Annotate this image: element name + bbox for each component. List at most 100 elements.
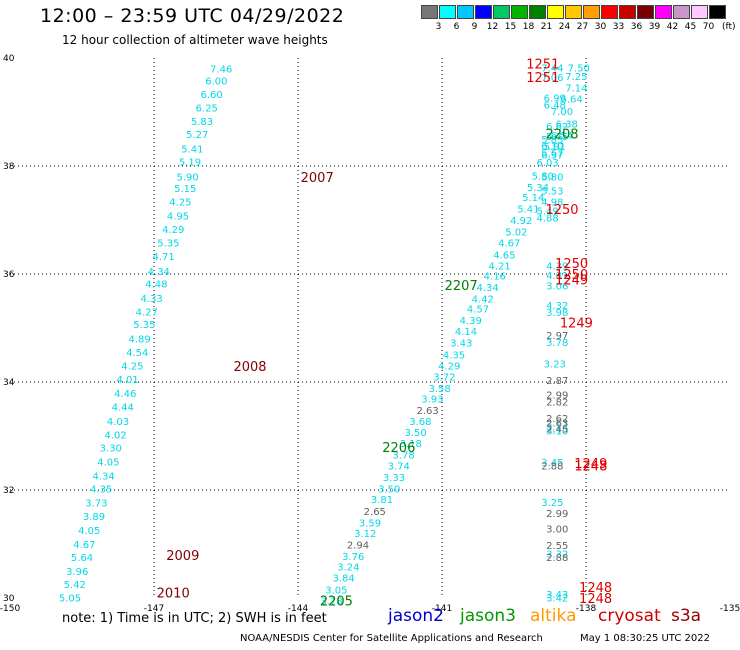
time-label: 2205 — [320, 595, 353, 610]
swh-point-label: 6.00 — [205, 77, 227, 88]
satellite-name: s3a — [671, 606, 702, 626]
swh-point-label: 5.75 — [546, 132, 568, 143]
page-title: 12:00 – 23:59 UTC 04/29/2022 — [40, 5, 345, 27]
swh-point-label: 3.10 — [546, 427, 568, 438]
swh-point-label: 6.25 — [196, 104, 218, 115]
swh-point-label: 5.42 — [64, 580, 86, 591]
legend-label: 6 — [453, 22, 460, 32]
swh-point-label: 4.67 — [498, 239, 520, 250]
x-tick-label: -147 — [144, 604, 164, 614]
swh-point-label: 4.35 — [443, 350, 465, 361]
swh-point-label: 3.00 — [546, 524, 568, 535]
legend-swatch — [439, 5, 456, 19]
swh-point-label: 7.46 — [210, 64, 232, 75]
swh-point-label: 4.21 — [488, 261, 510, 272]
swh-point-label: 4.01 — [116, 375, 138, 386]
footer-timestamp: May 1 08:30:25 UTC 2022 — [580, 633, 710, 644]
swh-point-label: 4.88 — [536, 213, 558, 224]
swh-point-label: 4.25 — [169, 198, 191, 209]
swh-point-label: 4.44 — [112, 402, 134, 413]
swh-point-label: 5.80 — [541, 172, 563, 183]
time-label: 2010 — [157, 587, 190, 602]
swh-point-label: 5.91 — [544, 142, 566, 153]
swh-point-label: 2.82 — [546, 397, 568, 408]
x-tick-label: -144 — [288, 604, 309, 614]
legend-swatch — [601, 5, 618, 19]
time-label: 1250 — [555, 257, 588, 272]
swh-point-label: 4.81 — [546, 271, 568, 282]
swh-point-label: 3.59 — [359, 518, 381, 529]
swh-point-label: 3.81 — [371, 495, 393, 506]
swh-point-label: 2.97 — [546, 331, 568, 342]
time-label: 2207 — [445, 279, 478, 294]
legend-label: 12 — [486, 22, 499, 32]
legend-label: 3 — [435, 22, 442, 32]
swh-point-label: 5.15 — [174, 184, 196, 195]
y-tick-label: 34 — [3, 378, 15, 388]
satellite-name: jason3 — [460, 606, 516, 626]
legend-label: 30 — [594, 22, 607, 32]
legend-label: 27 — [576, 22, 589, 32]
legend-swatch — [421, 5, 438, 19]
swh-point-label: 2.45 — [546, 424, 568, 435]
swh-point-label: 4.29 — [438, 361, 460, 372]
y-tick-label: 30 — [3, 594, 15, 604]
swh-point-label: 4.29 — [162, 225, 184, 236]
legend-swatch — [655, 5, 672, 19]
swh-point-label: 7.44 — [541, 64, 563, 75]
chart-subtitle: 12 hour collection of altimeter wave hei… — [62, 33, 328, 47]
swh-point-label: 3.43 — [546, 590, 568, 601]
swh-point-label: 6.48 — [544, 100, 566, 111]
swh-point-label: 3.06 — [546, 281, 568, 292]
swh-point-label: 4.57 — [467, 305, 489, 316]
time-label: 2208 — [545, 128, 578, 143]
swh-point-label: 3.45 — [541, 458, 563, 469]
swh-point-label: 3.84 — [332, 573, 354, 584]
swh-point-label: 3.33 — [383, 473, 405, 484]
swh-point-label: 2.88 — [541, 462, 563, 473]
time-label: 1250 — [555, 268, 588, 283]
swh-point-label: 7.25 — [565, 72, 587, 83]
x-tick-label: -135 — [720, 604, 740, 614]
swh-point-label: 3.18 — [400, 439, 422, 450]
legend-swatch — [709, 5, 726, 19]
swh-point-label: 6.99 — [544, 93, 566, 104]
legend-swatch — [493, 5, 510, 19]
swh-point-label: 4.54 — [126, 348, 148, 359]
swh-point-label: 3.78 — [392, 450, 414, 461]
swh-point-label: 4.65 — [493, 251, 515, 262]
swh-point-label: 4.34 — [148, 267, 170, 278]
footer-credit: NOAA/NESDIS Center for Satellite Applica… — [240, 633, 543, 644]
satellite-name: jason2 — [388, 606, 444, 626]
swh-point-label: 4.98 — [541, 198, 563, 209]
swh-point-label: 3.78 — [320, 597, 342, 608]
swh-point-label: 5.67 — [541, 149, 563, 160]
swh-point-label: 4.48 — [145, 280, 167, 291]
legend-label: 42 — [666, 22, 679, 32]
legend-label: 9 — [471, 22, 478, 32]
swh-point-label: 4.25 — [121, 361, 143, 372]
time-label: 1249 — [560, 317, 593, 332]
swh-point-label: 6.10 — [541, 141, 563, 152]
swh-point-label: 5.05 — [59, 593, 81, 604]
legend-label: 21 — [540, 22, 553, 32]
swh-point-label: 5.49 — [536, 206, 558, 217]
swh-point-label: 4.05 — [78, 526, 100, 537]
legend-swatch — [691, 5, 708, 19]
swh-point-label: 5.41 — [517, 205, 539, 216]
legend-swatch — [673, 5, 690, 19]
swh-point-label: 4.27 — [136, 307, 158, 318]
swh-point-label: 3.50 — [404, 428, 426, 439]
swh-point-label: 3.78 — [546, 338, 568, 349]
swh-point-label: 4.02 — [104, 430, 126, 441]
legend-swatch — [547, 5, 564, 19]
time-label: 1251 — [526, 71, 559, 86]
swh-point-label: 5.19 — [179, 158, 201, 169]
swh-point-label: 3.74 — [388, 462, 410, 473]
swh-point-label: 7.50 — [568, 64, 590, 75]
time-label: 2007 — [301, 171, 334, 186]
x-tick-label: -138 — [576, 604, 597, 614]
swh-point-label: 4.14 — [455, 327, 477, 338]
legend-swatch — [637, 5, 654, 19]
